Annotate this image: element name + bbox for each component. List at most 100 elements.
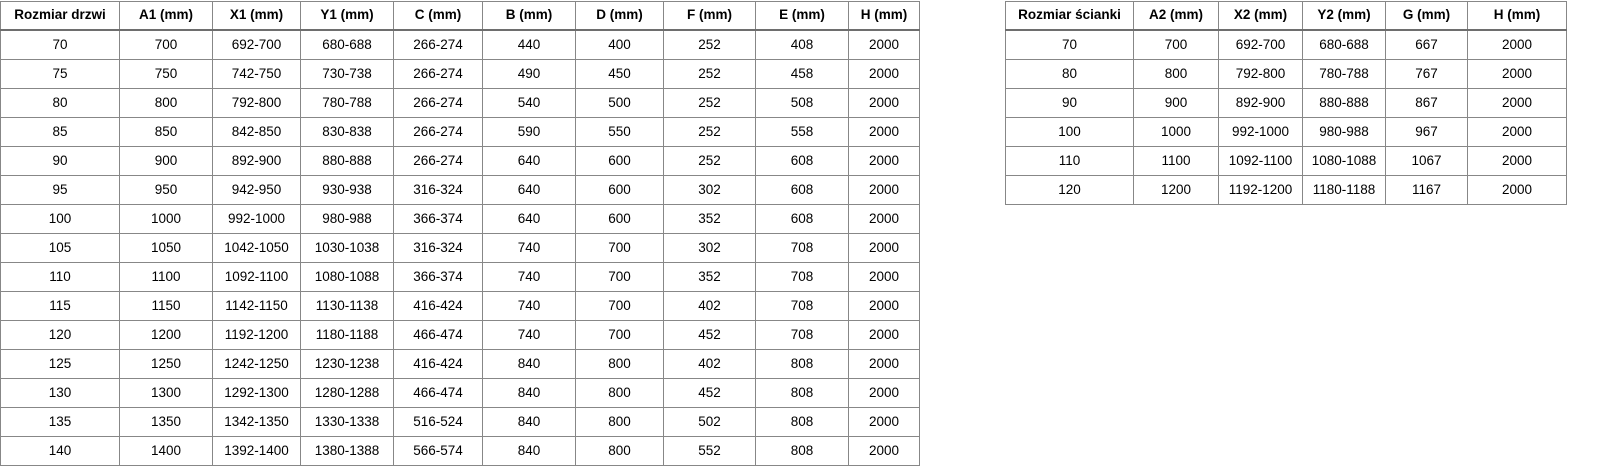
table-cell: 700 — [1133, 29, 1219, 60]
table-cell: 700 — [575, 233, 664, 263]
row-size-label: 80 — [1005, 59, 1134, 89]
table-cell: 708 — [755, 262, 849, 292]
table-row: 80 800 792-800 780-788 767 2000 — [1005, 59, 1567, 89]
table-cell: 900 — [119, 146, 213, 176]
column-header-2: A2 (mm) — [1133, 1, 1219, 31]
table-cell: 2000 — [848, 29, 920, 60]
table-cell: 2000 — [848, 175, 920, 205]
table-row: 100 1000 992-1000 980-988 967 2000 — [1005, 117, 1567, 147]
row-size-label: 110 — [1005, 146, 1134, 176]
column-header-1: Rozmiar drzwi — [0, 1, 120, 31]
table-row: 90 900 892-900 880-888 867 2000 — [1005, 88, 1567, 118]
table-cell: 440 — [482, 29, 576, 60]
table-cell: 967 — [1385, 117, 1468, 147]
row-size-label: 70 — [0, 29, 120, 60]
table-cell: 680-688 — [300, 29, 394, 60]
column-header-4: Y2 (mm) — [1302, 1, 1386, 31]
table-cell: 640 — [482, 175, 576, 205]
table-cell: 402 — [663, 349, 756, 379]
table-cell: 1180-1188 — [1302, 175, 1386, 205]
row-size-label: 140 — [0, 436, 120, 466]
row-size-label: 85 — [0, 117, 120, 147]
table-cell: 800 — [119, 88, 213, 118]
table-cell: 740 — [482, 320, 576, 350]
table-cell: 2000 — [848, 204, 920, 234]
row-size-label: 100 — [0, 204, 120, 234]
table-cell: 1200 — [1133, 175, 1219, 205]
table-cell: 1242-1250 — [212, 349, 301, 379]
row-size-label: 100 — [1005, 117, 1134, 147]
table-cell: 692-700 — [212, 29, 301, 60]
table-cell: 352 — [663, 262, 756, 292]
table-cell: 850 — [119, 117, 213, 147]
table-cell: 892-900 — [1218, 88, 1303, 118]
table-cell: 2000 — [1467, 117, 1567, 147]
table-cell: 800 — [575, 378, 664, 408]
table-cell: 1192-1200 — [1218, 175, 1303, 205]
table-cell: 1080-1088 — [300, 262, 394, 292]
table-cell: 2000 — [848, 349, 920, 379]
table-cell: 1080-1088 — [1302, 146, 1386, 176]
row-size-label: 90 — [0, 146, 120, 176]
table-cell: 1342-1350 — [212, 407, 301, 437]
column-header-5: C (mm) — [393, 1, 483, 31]
column-header-10: H (mm) — [848, 1, 920, 31]
row-size-label: 120 — [1005, 175, 1134, 205]
table-cell: 740 — [482, 262, 576, 292]
table-cell: 2000 — [1467, 88, 1567, 118]
row-size-label: 115 — [0, 291, 120, 321]
column-header-3: X2 (mm) — [1218, 1, 1303, 31]
table-cell: 1100 — [1133, 146, 1219, 176]
table-cell: 1030-1038 — [300, 233, 394, 263]
table-row: 105 1050 1042-1050 1030-1038 316-324 740 700 30… — [0, 233, 920, 263]
table-cell: 692-700 — [1218, 29, 1303, 60]
table-row: 80 800 792-800 780-788 266-274 540 500 252 508 20… — [0, 88, 920, 118]
table-cell: 867 — [1385, 88, 1468, 118]
table-cell: 740 — [482, 291, 576, 321]
table-cell: 840 — [482, 349, 576, 379]
table-cell: 1092-1100 — [212, 262, 301, 292]
table-cell: 1192-1200 — [212, 320, 301, 350]
table-cell: 667 — [1385, 29, 1468, 60]
column-header-6: H (mm) — [1467, 1, 1567, 31]
table-cell: 416-424 — [393, 291, 483, 321]
table-cell: 608 — [755, 146, 849, 176]
table-cell: 708 — [755, 320, 849, 350]
row-size-label: 95 — [0, 175, 120, 205]
table-row: 70 700 692-700 680-688 266-274 440 400 252 408 20… — [0, 29, 920, 60]
table-cell: 680-688 — [1302, 29, 1386, 60]
table-cell: 2000 — [1467, 146, 1567, 176]
table-cell: 1150 — [119, 291, 213, 321]
table-cell: 1100 — [119, 262, 213, 292]
table-cell: 2000 — [1467, 29, 1567, 60]
table-cell: 1280-1288 — [300, 378, 394, 408]
table-cell: 742-750 — [212, 59, 301, 89]
table-row: 100 1000 992-1000 980-988 366-374 640 600 352 60… — [0, 204, 920, 234]
table-cell: 366-374 — [393, 204, 483, 234]
table-cell: 252 — [663, 29, 756, 60]
table-cell: 930-938 — [300, 175, 394, 205]
table-cell: 830-838 — [300, 117, 394, 147]
table-cell: 2000 — [1467, 59, 1567, 89]
table-cell: 1350 — [119, 407, 213, 437]
table-cell: 466-474 — [393, 320, 483, 350]
table-cell: 808 — [755, 349, 849, 379]
table-cell: 458 — [755, 59, 849, 89]
table-row: 115 1150 1142-1150 1130-1138 416-424 740 700 40… — [0, 291, 920, 321]
table-cell: 808 — [755, 436, 849, 466]
table-cell: 892-900 — [212, 146, 301, 176]
row-size-label: 80 — [0, 88, 120, 118]
table-cell: 808 — [755, 378, 849, 408]
wall-panel-size-table-body: 70 700 692-700 680-688 667 2000 80 800 792-800 78… — [1005, 29, 1567, 205]
table-cell: 1380-1388 — [300, 436, 394, 466]
table-row: 130 1300 1292-1300 1280-1288 466-474 840 800 45… — [0, 378, 920, 408]
table-cell: 2000 — [848, 88, 920, 118]
table-cell: 266-274 — [393, 88, 483, 118]
table-row: 140 1400 1392-1400 1380-1388 566-574 840 800 55… — [0, 436, 920, 466]
table-cell: 2000 — [848, 262, 920, 292]
table-cell: 780-788 — [1302, 59, 1386, 89]
column-header-7: D (mm) — [575, 1, 664, 31]
table-cell: 2000 — [848, 378, 920, 408]
table-cell: 2000 — [848, 117, 920, 147]
